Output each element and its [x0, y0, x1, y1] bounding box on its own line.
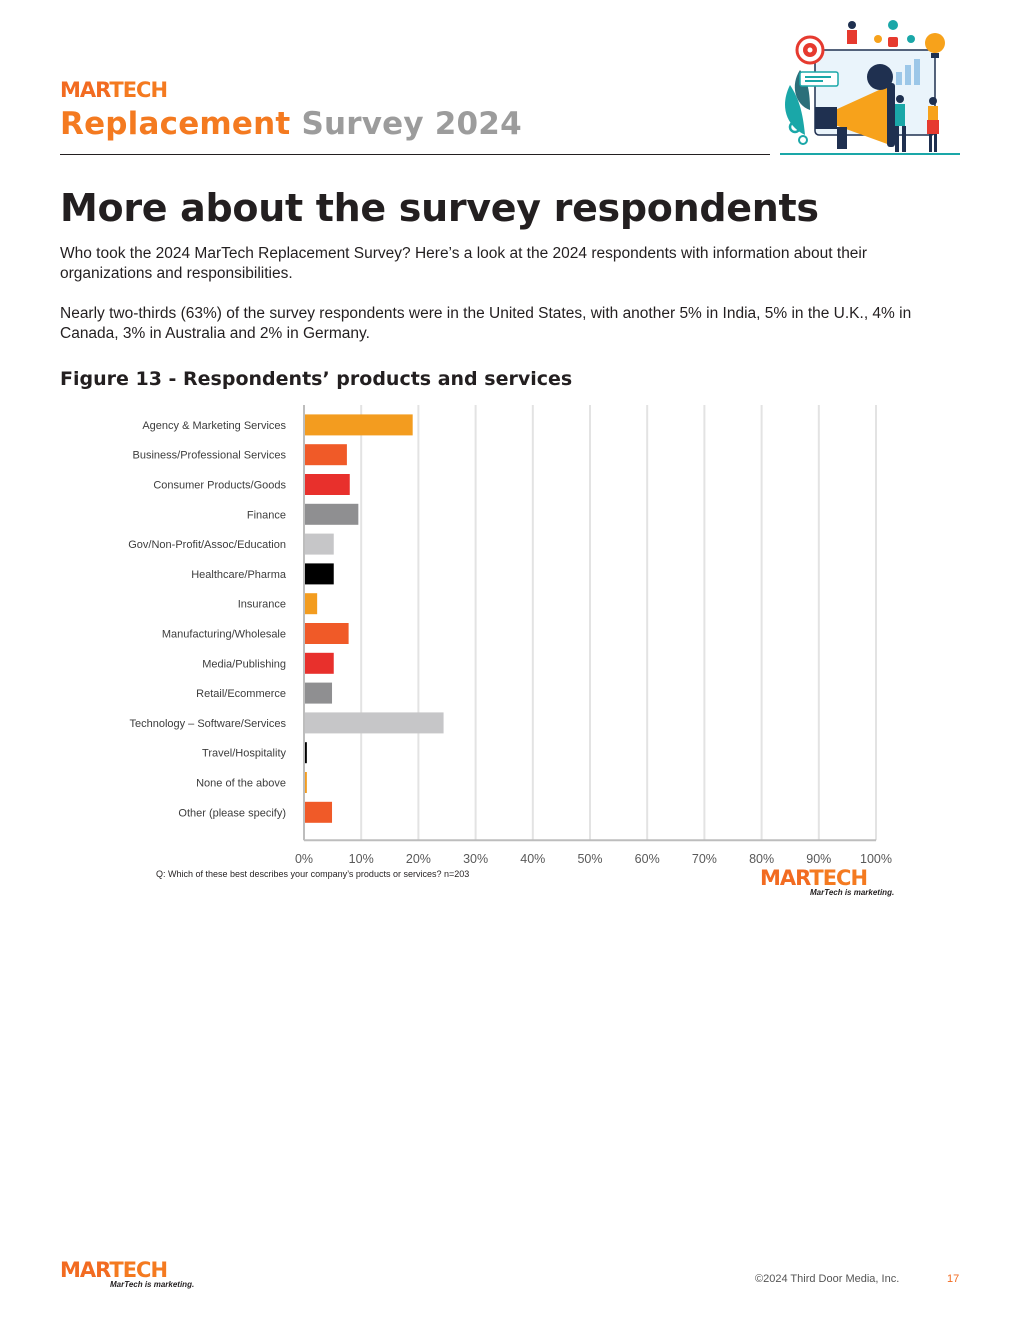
bar [304, 652, 334, 674]
x-tick-label: 90% [806, 852, 831, 865]
bar [304, 533, 334, 555]
bar [304, 682, 333, 704]
logo-tech-text: TECH [109, 78, 168, 102]
products-services-bar-chart: Agency & Marketing Services Business/Prof… [128, 405, 892, 865]
bar [304, 742, 307, 764]
countries-paragraph: Nearly two-thirds (63%) of the survey re… [60, 305, 912, 342]
category-label: Finance [247, 509, 286, 521]
x-tick-label: 100% [860, 852, 892, 865]
category-label: Retail/Ecommerce [196, 688, 286, 700]
x-tick-label: 20% [406, 852, 431, 865]
martech-header-logo: MARTECH [60, 78, 168, 102]
chart-bars [304, 414, 444, 823]
header-divider [60, 154, 770, 155]
martech-footer-logo: MARTECH MarTech is marketing. [60, 1260, 194, 1289]
marketing-megaphone-illustration [780, 20, 960, 155]
category-label: Business/Professional Services [133, 450, 287, 462]
x-tick-label: 50% [577, 852, 602, 865]
report-title-part2: Survey 2024 [301, 106, 522, 142]
chart-gridlines [360, 405, 877, 841]
category-label: Travel/Hospitality [202, 748, 286, 760]
bar [304, 444, 347, 466]
figure-title: Figure 13 - Respondents’ products and se… [60, 368, 573, 390]
x-tick-label: 10% [349, 852, 374, 865]
x-tick-label: 0% [295, 852, 313, 865]
category-label: Insurance [238, 599, 286, 611]
chart-logo-tagline: MarTech is marketing. [810, 888, 895, 897]
category-label: Healthcare/Pharma [191, 569, 287, 581]
report-title-part1: Replacement [60, 106, 291, 142]
footer-logo-mar: MAR [60, 1258, 110, 1282]
footer-logo-tagline: MarTech is marketing. [110, 1280, 195, 1289]
footer-logo-tech: TECH [109, 1258, 168, 1282]
page-heading: More about the survey respondents [60, 186, 819, 230]
category-label: Agency & Marketing Services [142, 420, 286, 432]
bar [304, 712, 444, 734]
category-label: Gov/Non-Profit/Assoc/Education [128, 539, 286, 551]
chart-category-labels: Agency & Marketing Services Business/Prof… [128, 420, 287, 819]
intro-paragraph: Who took the 2024 MarTech Replacement Su… [60, 245, 868, 282]
logo-mar-text: MAR [60, 78, 110, 102]
bar [304, 503, 359, 525]
bar [304, 801, 333, 823]
category-label: None of the above [196, 778, 286, 790]
bar [304, 772, 307, 793]
bar [304, 593, 318, 615]
copyright-notice: ©2024 Third Door Media, Inc. [755, 1273, 900, 1285]
bar [304, 563, 334, 585]
x-tick-label: 40% [520, 852, 545, 865]
chart-logo-mar: MAR [760, 866, 810, 890]
category-label: Media/Publishing [202, 658, 286, 670]
page-number: 17 [947, 1273, 960, 1285]
bar [304, 414, 413, 436]
x-tick-label: 30% [463, 852, 488, 865]
chart-logo-tech: TECH [809, 866, 868, 890]
category-label: Consumer Products/Goods [153, 480, 286, 492]
bar [304, 474, 350, 495]
x-tick-label: 70% [692, 852, 717, 865]
category-label: Other (please specify) [178, 807, 286, 819]
x-tick-label: 60% [635, 852, 660, 865]
bar [304, 623, 349, 644]
survey-question-note: Q: Which of these best describes your co… [156, 869, 470, 879]
report-title: Replacement Survey 2024 [60, 106, 522, 142]
martech-chart-logo: MARTECH MarTech is marketing. [760, 868, 894, 897]
x-tick-label: 80% [749, 852, 774, 865]
chart-x-tick-labels: 0% 10% 20% 30% 40% 50% 60% 70% 80% 90% 100% [295, 852, 892, 865]
category-label: Manufacturing/Wholesale [162, 629, 286, 641]
category-label: Technology – Software/Services [129, 718, 286, 730]
